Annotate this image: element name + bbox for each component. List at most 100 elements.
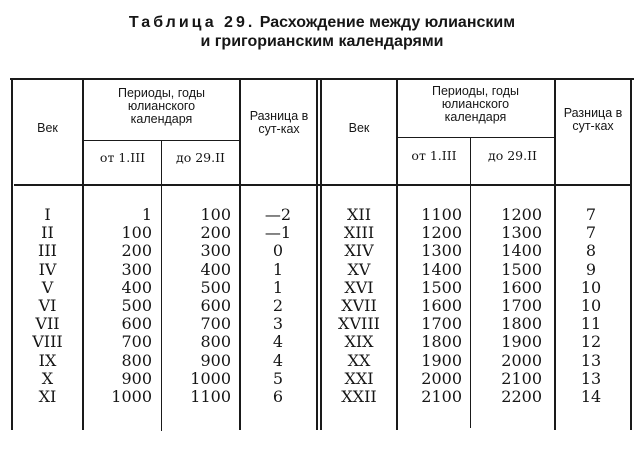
header-century: Век: [348, 121, 370, 135]
century-cell: XXII: [341, 387, 377, 406]
difference-days-cell: —1: [264, 223, 292, 243]
top-rule: [10, 78, 634, 80]
century-cell: II: [41, 223, 54, 243]
to-year-cell: 2200: [501, 387, 542, 406]
from-year-cell: 1100: [421, 205, 462, 224]
table-title-line-1: Таблица 29. Расхождение между юлианским: [0, 13, 644, 32]
century-cell: XIX: [344, 332, 374, 352]
difference-days-cell: 2: [272, 296, 284, 315]
subheader-rule-left: [83, 140, 240, 141]
to-year-cell: 800: [200, 332, 231, 352]
from-year-cell: 400: [121, 277, 152, 297]
to-year-cell: 600: [200, 296, 231, 315]
century-cell: IV: [38, 259, 57, 279]
difference-days-cell: 7: [585, 205, 597, 224]
header-to: до 29.II: [488, 148, 537, 163]
difference-days-cell: 11: [580, 314, 602, 334]
to-year-cell: 1100: [190, 387, 231, 406]
century-cell: I: [44, 205, 51, 224]
from-year-cell: 200: [121, 241, 152, 261]
from-year-cell: 1900: [421, 350, 462, 370]
difference-days-cell: 7: [585, 223, 597, 243]
header-from: от 1.III: [99, 150, 146, 165]
difference-days-cell: 4: [272, 350, 284, 370]
difference-days-cell: 0: [272, 241, 284, 261]
header-periods: Периоды, годы юлианского календаря: [117, 86, 205, 126]
century-cell: XVI: [344, 277, 374, 297]
border-right: [630, 80, 632, 430]
to-year-cell: 700: [200, 314, 231, 334]
from-year-cell: 2000: [421, 368, 462, 388]
from-year-cell: 300: [121, 259, 152, 279]
century-cell: XV: [347, 259, 371, 279]
from-year-cell: 1300: [421, 241, 462, 261]
century-cell: VI: [38, 296, 57, 315]
divider: [239, 80, 241, 430]
double-divider: [320, 80, 322, 430]
double-divider: [316, 80, 318, 430]
from-year-cell: 900: [121, 368, 152, 388]
to-year-cell: 1000: [190, 368, 231, 388]
difference-days-cell: 12: [580, 332, 602, 352]
to-year-cell: 1200: [501, 205, 542, 224]
century-cell: XIII: [343, 223, 375, 243]
to-year-cell: 1800: [501, 314, 542, 334]
century-cell: III: [38, 241, 57, 261]
divider: [82, 80, 84, 430]
from-year-cell: 1700: [421, 314, 462, 334]
difference-days-cell: 10: [580, 296, 602, 315]
header-rule: [14, 184, 632, 186]
table-title-line-2: и григорианским календарями: [200, 33, 444, 50]
from-year-cell: 1500: [421, 277, 462, 297]
difference-days-cell: 10: [580, 277, 602, 297]
header-periods: Периоды, годы юлианского календаря: [431, 84, 519, 124]
header-century: Век: [37, 121, 58, 135]
difference-days-cell: 4: [272, 332, 284, 352]
table-number: Таблица 29.: [128, 14, 256, 31]
to-year-cell: 1600: [501, 277, 542, 297]
from-year-cell: 2100: [421, 387, 462, 406]
subheader-rule-right: [398, 137, 555, 138]
century-cell: V: [41, 277, 54, 297]
divider: [396, 80, 398, 430]
header-to: до 29.II: [176, 150, 225, 165]
header-difference: Разница в сут-ках: [249, 109, 309, 136]
difference-days-cell: 9: [585, 259, 597, 279]
from-year-cell: 100: [121, 223, 152, 243]
from-year-cell: 1: [141, 205, 152, 224]
difference-days-cell: 3: [272, 314, 284, 334]
to-year-cell: 100: [200, 205, 231, 224]
difference-days-cell: 6: [272, 387, 284, 406]
from-year-cell: 1200: [421, 223, 462, 243]
from-year-cell: 600: [121, 314, 152, 334]
century-cell: VII: [35, 314, 60, 334]
header-from: от 1.III: [411, 148, 457, 163]
to-year-cell: 900: [200, 350, 231, 370]
century-cell: XVIII: [338, 314, 380, 334]
border-left: [11, 80, 13, 430]
from-year-cell: 1600: [421, 296, 462, 315]
difference-days-cell: 5: [272, 368, 284, 388]
header-difference: Разница в сут-ках: [563, 106, 623, 133]
century-cell: XVII: [341, 296, 377, 315]
from-year-cell: 1800: [421, 332, 462, 352]
difference-days-cell: 1: [272, 277, 284, 297]
difference-days-cell: 14: [580, 387, 602, 406]
from-year-cell: 1000: [111, 387, 152, 406]
from-year-cell: 800: [121, 350, 152, 370]
divider: [161, 141, 162, 431]
century-cell: XII: [346, 205, 372, 224]
to-year-cell: 200: [200, 223, 231, 243]
divider: [554, 80, 556, 430]
century-cell: XXI: [344, 368, 374, 388]
difference-days-cell: 13: [580, 368, 602, 388]
difference-days-cell: 8: [585, 241, 597, 261]
from-year-cell: 700: [121, 332, 152, 352]
century-cell: XI: [38, 387, 57, 406]
to-year-cell: 300: [200, 241, 231, 261]
to-year-cell: 400: [200, 259, 231, 279]
century-cell: VIII: [32, 332, 63, 352]
to-year-cell: 1900: [501, 332, 542, 352]
to-year-cell: 1300: [501, 223, 542, 243]
century-cell: X: [41, 368, 54, 388]
